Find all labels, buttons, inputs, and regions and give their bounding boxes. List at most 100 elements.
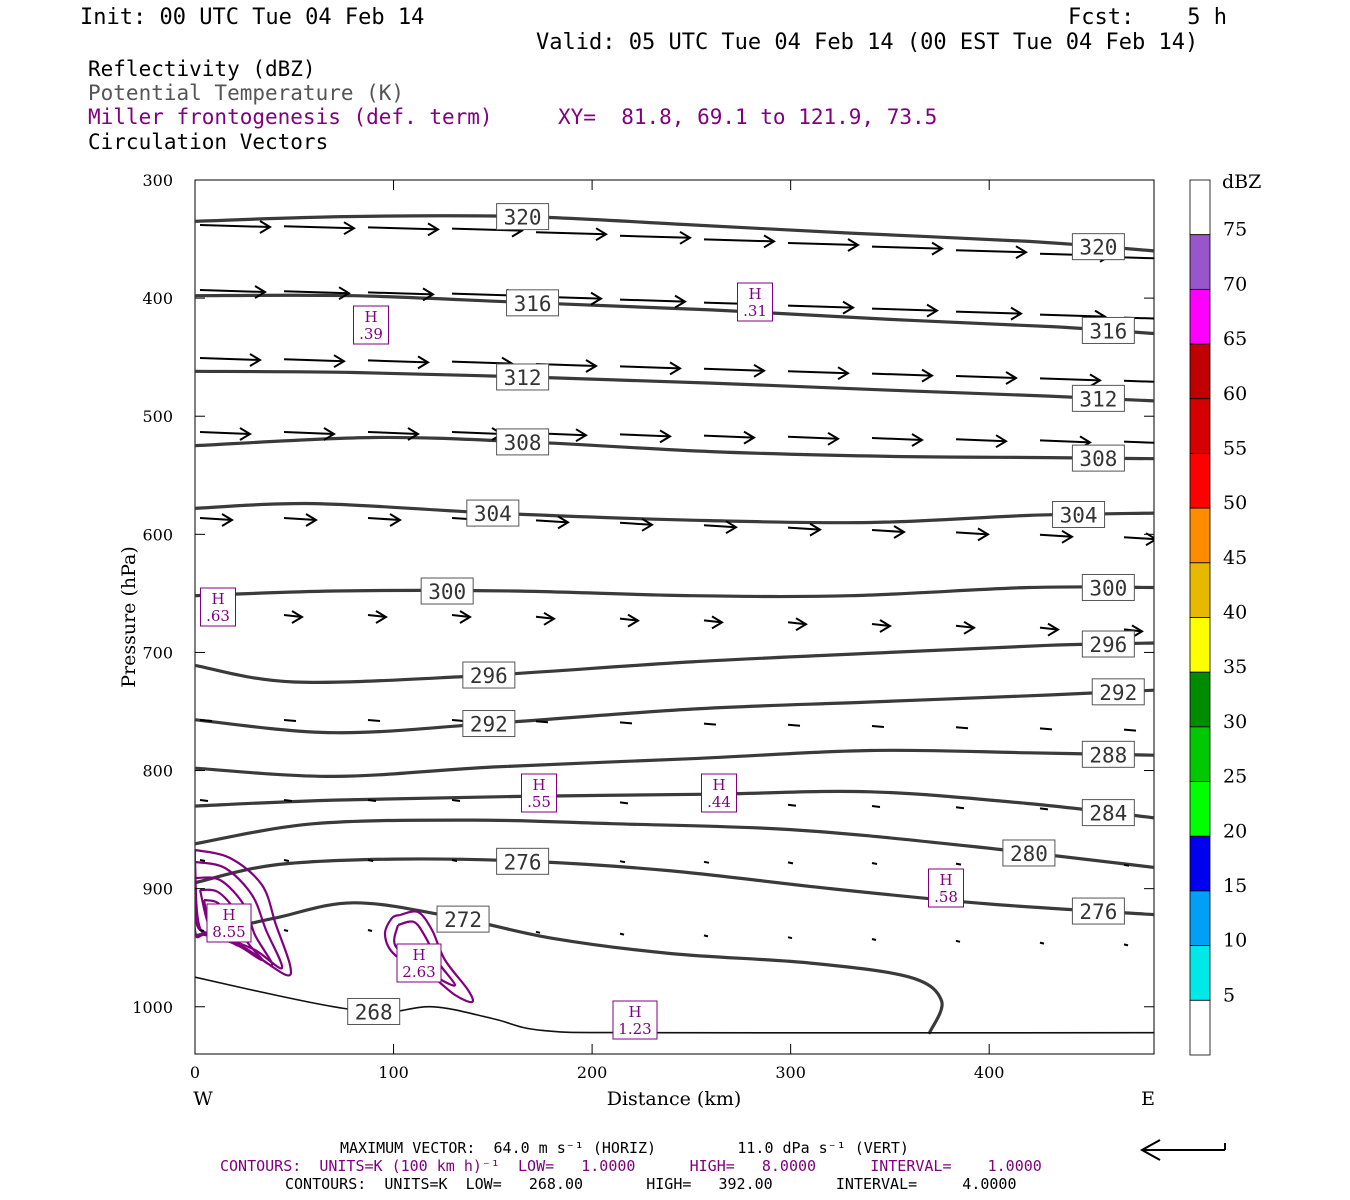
contour-label-box <box>462 710 516 738</box>
circulation-vector <box>451 431 503 435</box>
circulation-vector <box>787 304 854 309</box>
circulation-vector-head <box>543 611 556 626</box>
contour-label-box <box>1081 630 1135 658</box>
circulation-vector-head <box>259 220 272 234</box>
circulation-vector-head <box>1179 314 1189 326</box>
circulation-vector-head <box>1010 306 1023 321</box>
legend-potential-temperature: Potential Temperature (K) <box>88 81 405 105</box>
x-tick-label: 400 <box>974 1063 1005 1082</box>
contour-label-300: 300 <box>428 580 466 604</box>
circulation-vector <box>619 860 626 864</box>
contour-label-box <box>1081 573 1135 601</box>
contour-label-box <box>1071 384 1125 412</box>
colorbar-label: 15 <box>1223 875 1247 897</box>
circulation-vector <box>955 438 1007 443</box>
footer-fronto-contours: CONTOURS: UNITS=K (100 km h)⁻¹ LOW= 1.00… <box>220 1157 1042 1175</box>
theta-contour-304 <box>195 501 1154 525</box>
circulation-vector <box>787 526 821 531</box>
circulation-vector <box>871 862 878 865</box>
circulation-vector <box>283 431 335 435</box>
circulation-vector-head <box>725 520 738 535</box>
contour-label-280: 280 <box>1010 842 1048 866</box>
circulation-vector <box>367 359 429 364</box>
circulation-vector-head <box>679 230 692 245</box>
theta-contour-284 <box>195 789 1154 820</box>
circulation-vector <box>535 519 569 524</box>
circulation-vector <box>1123 256 1154 260</box>
circulation-vector-head <box>795 617 808 632</box>
circulation-vector <box>1123 943 1129 947</box>
circulation-vector-head <box>343 221 356 236</box>
colorbar-segment <box>1189 726 1211 782</box>
colorbar-segment <box>1189 890 1211 947</box>
circulation-vector-head <box>1164 438 1174 450</box>
fronto-max-value: .63 <box>206 607 230 625</box>
circulation-vector <box>451 360 513 365</box>
circulation-vector <box>955 531 989 536</box>
forecast-hour: Fcst: 5 h <box>1068 5 1227 30</box>
circulation-vector <box>283 225 355 230</box>
contour-label-box <box>1071 897 1125 925</box>
circulation-vector <box>619 298 686 303</box>
colorbar-title: dBZ <box>1222 171 1261 193</box>
theta-contour-312 <box>195 369 1154 403</box>
circulation-vector <box>367 799 377 802</box>
theta-contour-272 <box>195 901 944 1035</box>
circulation-vector-head <box>338 286 351 301</box>
contour-label-276: 276 <box>1079 900 1117 924</box>
fronto-max-value: 8.55 <box>212 923 245 941</box>
contour-label-304: 304 <box>474 502 512 526</box>
colorbar-label: 50 <box>1223 492 1247 514</box>
circulation-vector-head <box>557 515 570 530</box>
x-end-west: W <box>193 1088 213 1110</box>
fronto-max-box <box>521 773 557 813</box>
fronto-max-value: .31 <box>743 302 767 320</box>
colorbar-label: 30 <box>1223 711 1247 733</box>
circulation-vector <box>199 859 206 862</box>
circulation-vector-head <box>977 527 990 542</box>
circulation-vector-head <box>1015 245 1028 260</box>
colorbar-segment <box>1189 671 1211 728</box>
circulation-vector <box>283 719 297 722</box>
circulation-vector <box>787 435 839 440</box>
circulation-vector-head <box>1131 624 1144 639</box>
circulation-vector-head <box>1174 377 1184 389</box>
circulation-vector <box>787 803 797 807</box>
fronto-max-h: H <box>712 776 725 794</box>
circulation-vector <box>199 431 251 435</box>
circulation-vector <box>871 623 891 627</box>
circulation-vector-head <box>711 615 724 630</box>
y-tick-label: 300 <box>142 171 173 190</box>
colorbar-label: 25 <box>1223 766 1247 788</box>
fronto-max-h: H <box>939 871 952 889</box>
circulation-vector <box>367 517 401 521</box>
x-axis-label: Distance (km) <box>607 1088 742 1110</box>
contour-label-box <box>466 499 520 527</box>
cross-section-xy: XY= 81.8, 69.1 to 121.9, 73.5 <box>558 105 938 129</box>
circulation-vector <box>451 614 471 618</box>
circulation-vector <box>1039 807 1049 811</box>
circulation-vector <box>199 289 266 293</box>
circulation-vector-head <box>221 513 234 527</box>
colorbar-segment <box>1189 562 1211 618</box>
circulation-vector <box>367 291 434 296</box>
circulation-vector <box>367 929 373 932</box>
contour-label-320: 320 <box>504 206 542 230</box>
y-tick-label: 900 <box>142 880 173 899</box>
colorbar-segment <box>1189 945 1211 1001</box>
fronto-max-value: .39 <box>359 325 383 343</box>
circulation-vector <box>703 619 723 624</box>
circulation-vector-head <box>254 285 267 299</box>
circulation-vector <box>1039 727 1053 731</box>
colorbar-label: 75 <box>1223 219 1247 241</box>
contour-label-320: 320 <box>1079 236 1117 260</box>
circulation-vector <box>955 726 969 730</box>
circulation-vector <box>199 719 213 722</box>
circulation-vector-head <box>627 613 640 628</box>
circulation-vector-head <box>641 517 654 532</box>
fronto-max-h: H <box>211 590 224 608</box>
circulation-vector <box>1123 536 1154 541</box>
contour-label-312: 312 <box>504 366 542 390</box>
circulation-vector <box>871 437 923 441</box>
circulation-vector-head <box>1005 371 1018 385</box>
